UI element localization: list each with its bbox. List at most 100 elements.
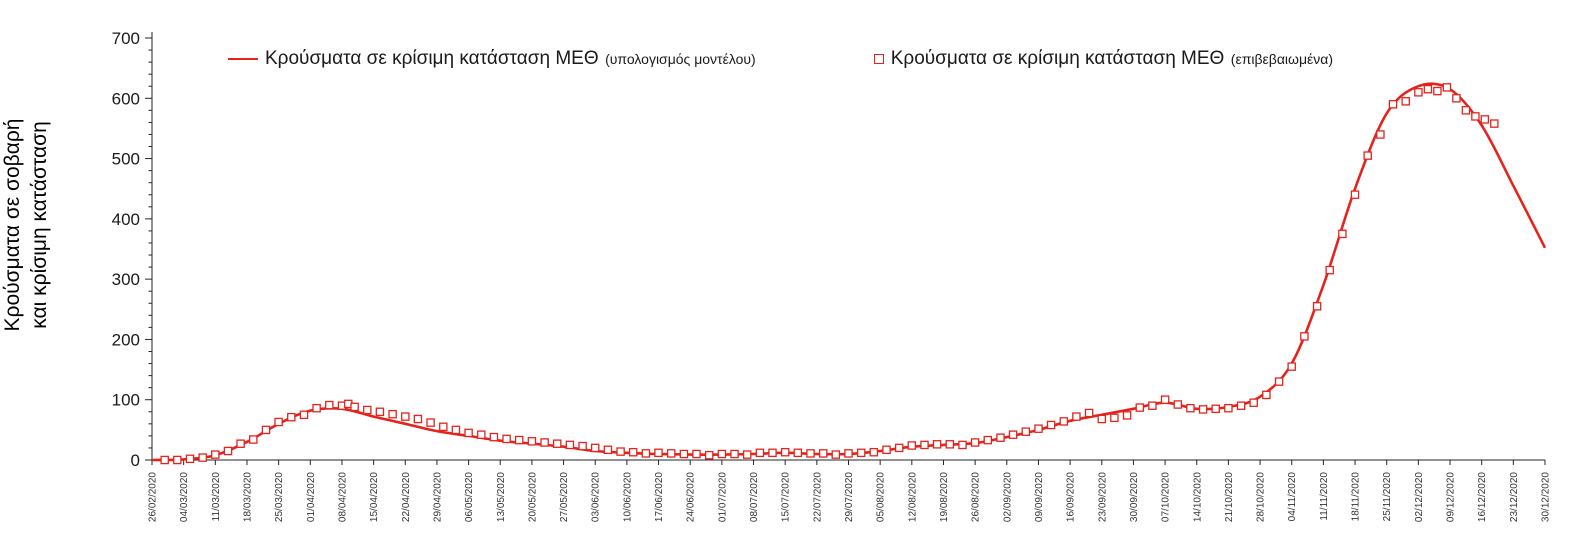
confirmed-marker xyxy=(565,440,575,450)
y-tick-label: 500 xyxy=(112,150,140,169)
confirmed-marker xyxy=(489,432,499,442)
confirmed-marker xyxy=(1186,403,1195,413)
confirmed-marker xyxy=(261,425,271,435)
x-tick-label: 10/06/2020 xyxy=(622,472,633,522)
confirmed-marker xyxy=(590,443,600,453)
confirmed-marker xyxy=(831,450,841,459)
confirmed-marker xyxy=(426,418,435,427)
x-tick-label: 03/06/2020 xyxy=(591,472,602,522)
legend-line-swatch-icon xyxy=(228,58,258,60)
confirmed-marker xyxy=(1325,265,1334,275)
confirmed-marker xyxy=(1414,88,1423,97)
confirmed-marker xyxy=(628,447,638,457)
y-axis-title-line2: και κρίσιμη κατάσταση xyxy=(28,121,51,329)
x-tick-label: 23/09/2020 xyxy=(1097,472,1108,522)
x-tick-label: 18/03/2020 xyxy=(242,472,253,522)
confirmed-marker xyxy=(1160,395,1170,404)
confirmed-marker xyxy=(958,440,967,450)
confirmed-marker xyxy=(1059,417,1069,426)
x-tick-label: 26/08/2020 xyxy=(971,472,982,522)
y-tick-label: 200 xyxy=(112,330,140,349)
confirmed-marker xyxy=(1350,190,1360,199)
x-tick-label: 29/07/2020 xyxy=(844,472,855,522)
confirmed-marker xyxy=(742,450,752,459)
confirmed-marker xyxy=(451,425,461,435)
confirmed-marker xyxy=(945,440,955,449)
legend-model-suffix: (υπολογισμός μοντέλου) xyxy=(605,51,756,67)
confirmed-marker xyxy=(1046,420,1056,430)
x-tick-label: 22/04/2020 xyxy=(401,472,412,522)
y-tick-label: 700 xyxy=(112,29,140,48)
confirmed-marker xyxy=(1236,401,1246,410)
x-tick-label: 11/11/2020 xyxy=(1319,472,1330,521)
confirmed-marker xyxy=(907,441,917,450)
confirmed-marker xyxy=(1376,130,1385,139)
x-tick-label: 04/03/2020 xyxy=(179,472,190,522)
y-axis-title-line1: Κρούσματα σε σοβαρή xyxy=(1,118,24,332)
confirmed-marker xyxy=(1423,84,1433,94)
confirmed-marker xyxy=(1224,403,1233,413)
confirmed-marker xyxy=(1490,119,1499,128)
x-tick-label: 29/04/2020 xyxy=(432,472,443,522)
confirmed-marker xyxy=(413,414,423,424)
legend-model-label: Κρούσματα σε κρίσιμη κατάσταση ΜΕΘ xyxy=(265,48,599,69)
confirmed-marker xyxy=(1198,405,1208,414)
confirmed-marker xyxy=(464,428,473,438)
confirmed-marker xyxy=(274,417,283,427)
x-tick-label: 02/09/2020 xyxy=(1002,472,1013,522)
x-tick-label: 27/05/2020 xyxy=(559,472,570,522)
confirmed-marker xyxy=(666,449,676,458)
confirmed-marker xyxy=(1249,398,1258,407)
confirmed-marker xyxy=(1211,404,1220,414)
x-tick-label: 15/04/2020 xyxy=(369,472,380,522)
confirmed-marker xyxy=(1300,332,1309,341)
x-tick-label: 13/05/2020 xyxy=(496,472,507,522)
confirmed-marker xyxy=(312,403,321,413)
x-tick-label: 05/08/2020 xyxy=(876,472,887,522)
x-tick-label: 21/10/2020 xyxy=(1224,472,1235,522)
confirmed-marker xyxy=(1173,400,1183,409)
x-tick-label: 06/05/2020 xyxy=(464,472,475,522)
confirmed-marker xyxy=(1338,229,1347,239)
confirmed-marker xyxy=(1471,112,1480,121)
x-tick-label: 22/07/2020 xyxy=(812,472,823,522)
confirmed-marker xyxy=(882,445,891,455)
x-tick-label: 01/07/2020 xyxy=(717,472,728,522)
y-tick-label: 100 xyxy=(112,391,140,410)
x-tick-label: 25/11/2020 xyxy=(1382,472,1393,522)
confirmed-marker xyxy=(325,400,334,410)
y-axis-title: Κρούσματα σε σοβαρή και κρίσιμη κατάστασ… xyxy=(0,55,57,395)
x-tick-label: 09/09/2020 xyxy=(1034,472,1045,522)
confirmed-marker xyxy=(160,455,169,465)
confirmed-marker xyxy=(1262,390,1271,400)
confirmed-marker xyxy=(1452,94,1461,103)
x-tick-label: 24/06/2020 xyxy=(686,472,697,522)
confirmed-marker xyxy=(185,454,195,464)
x-tick-label: 28/10/2020 xyxy=(1256,472,1267,522)
confirmed-marker xyxy=(983,435,993,445)
legend-square-swatch-icon xyxy=(873,54,884,64)
x-tick-label: 20/05/2020 xyxy=(527,472,538,522)
model-line-series xyxy=(151,82,1547,462)
confirmed-marker xyxy=(211,450,220,459)
confirmed-marker xyxy=(1433,86,1442,96)
x-tick-label: 23/12/2020 xyxy=(1509,472,1520,522)
confirmed-marker xyxy=(704,450,714,460)
confirmed-marker xyxy=(514,435,524,445)
confirmed-marker xyxy=(1442,83,1452,92)
x-tick-label: 04/11/2020 xyxy=(1287,472,1298,522)
confirmed-marker xyxy=(1287,362,1296,371)
confirmed-marker xyxy=(287,412,296,422)
confirmed-marker xyxy=(818,449,828,458)
confirmed-marker xyxy=(730,449,739,459)
confirmed-marker xyxy=(856,448,866,458)
confirmed-marker xyxy=(869,447,879,457)
x-tick-label: 09/12/2020 xyxy=(1446,472,1457,522)
confirmed-marker xyxy=(1388,100,1398,109)
confirmed-marker xyxy=(1135,403,1145,412)
confirmed-marker xyxy=(1072,412,1081,421)
x-tick-label: 30/12/2020 xyxy=(1541,472,1552,522)
x-axis-ticks: 26/02/2020 04/03/2020 11/03/2020 18/03/2020… xyxy=(148,460,1552,522)
